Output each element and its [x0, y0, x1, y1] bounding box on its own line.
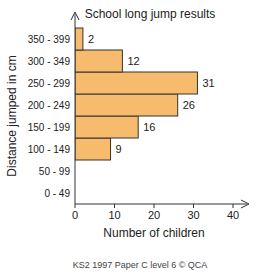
y-tick-label: 350 - 399: [28, 34, 71, 45]
y-tick-label: 50 - 99: [39, 166, 71, 177]
y-tick-label: 200 - 249: [28, 100, 71, 111]
source-note: KS2 1997 Paper C level 6 © QCA: [73, 260, 208, 270]
y-tick-label: 300 - 349: [28, 56, 71, 67]
y-tick-label: 0 - 49: [44, 188, 70, 199]
y-arrow: [71, 12, 79, 20]
bar: [75, 28, 83, 50]
x-tick: [114, 204, 115, 208]
y-axis: [75, 14, 76, 204]
y-axis-label: Distance jumped in cm: [5, 55, 19, 176]
x-tick-label: 0: [72, 209, 78, 221]
x-tick: [75, 204, 76, 208]
data-label: 2: [88, 33, 94, 45]
y-tick-label: 150 - 199: [28, 122, 71, 133]
bars: [75, 28, 197, 160]
bar: [75, 94, 178, 116]
data-label: 26: [183, 99, 195, 111]
x-tick: [154, 204, 155, 208]
x-axis: [75, 204, 247, 205]
bar: [75, 138, 111, 160]
data-label: 16: [143, 121, 155, 133]
x-tick-label: 10: [108, 209, 120, 221]
y-tick-label: 100 - 149: [28, 144, 71, 155]
x-tick: [193, 204, 194, 208]
x-arrow: [241, 200, 249, 208]
x-axis-label: Number of children: [103, 226, 204, 240]
title: School long jump results: [85, 7, 216, 21]
data-label: 12: [127, 55, 139, 67]
bar: [75, 50, 122, 72]
x-tick-label: 20: [148, 209, 160, 221]
bar: [75, 116, 138, 138]
chart: School long jump results9162631122010203…: [0, 0, 262, 279]
bar: [75, 72, 197, 94]
x-tick-label: 30: [187, 209, 199, 221]
data-label: 31: [202, 77, 214, 89]
x-tick: [233, 204, 234, 208]
x-tick-label: 40: [227, 209, 239, 221]
data-label: 9: [116, 143, 122, 155]
y-tick-label: 250 - 299: [28, 78, 71, 89]
